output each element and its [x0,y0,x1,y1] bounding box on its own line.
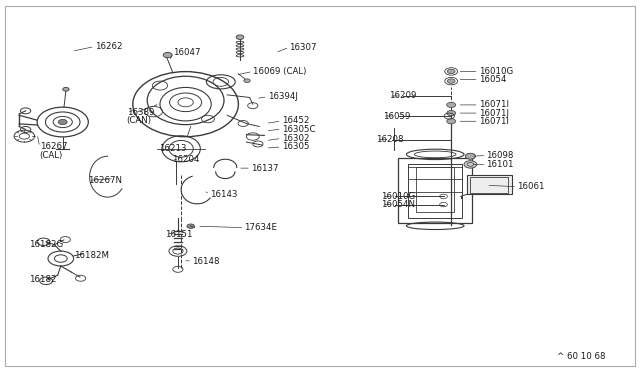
Circle shape [244,79,250,83]
Bar [398,158,472,223]
Text: 16010G: 16010G [479,67,513,76]
Circle shape [163,52,172,58]
Text: 16213: 16213 [159,144,186,153]
Text: 16071I: 16071I [479,100,509,109]
Circle shape [447,102,456,108]
Circle shape [63,87,69,91]
Bar [416,167,454,212]
Circle shape [447,69,455,74]
Text: (CAN): (CAN) [127,116,152,125]
Text: 16054: 16054 [479,75,506,84]
Text: 16151: 16151 [165,230,193,239]
Text: 16204: 16204 [172,155,199,164]
Bar [408,164,462,218]
Text: 16452: 16452 [282,116,309,125]
Circle shape [236,35,244,39]
Text: 16098: 16098 [486,151,514,160]
Text: 16305: 16305 [282,142,309,151]
Text: 16182: 16182 [29,275,56,284]
Circle shape [187,224,195,228]
Text: 16069 (CAL): 16069 (CAL) [253,67,306,76]
Text: 16137: 16137 [251,164,278,173]
Text: 16071l: 16071l [479,117,509,126]
Text: 16389: 16389 [127,108,154,117]
Text: 16059: 16059 [383,112,410,121]
Text: 16267: 16267 [40,142,67,151]
Circle shape [465,153,476,159]
Text: 16209: 16209 [389,92,417,100]
Text: 16305C: 16305C [282,125,315,134]
Text: 16071J: 16071J [479,109,509,118]
Text: 16047: 16047 [173,48,200,57]
Text: 16262: 16262 [95,42,122,51]
Bar [470,177,508,193]
Circle shape [464,161,477,168]
Bar [467,175,512,194]
Text: 16061: 16061 [517,182,545,191]
Text: ^ 60 10 68: ^ 60 10 68 [557,352,605,361]
Text: 16182M: 16182M [74,251,109,260]
Text: 16143: 16143 [210,190,237,199]
Text: 16208: 16208 [376,135,404,144]
Text: 16101: 16101 [486,160,514,169]
Text: 16010G: 16010G [381,192,416,201]
Text: 16182G: 16182G [29,240,63,249]
Circle shape [58,119,67,125]
Circle shape [447,110,456,116]
Text: 17634E: 17634E [244,223,278,232]
Circle shape [447,119,456,124]
Circle shape [447,79,455,83]
Text: 16148: 16148 [192,257,220,266]
Text: 16307: 16307 [289,43,317,52]
Text: 16394J: 16394J [268,92,298,101]
Text: (CAL): (CAL) [40,151,63,160]
Text: 16267N: 16267N [88,176,122,185]
Text: 16302: 16302 [282,134,309,143]
Text: 16054N: 16054N [381,200,415,209]
